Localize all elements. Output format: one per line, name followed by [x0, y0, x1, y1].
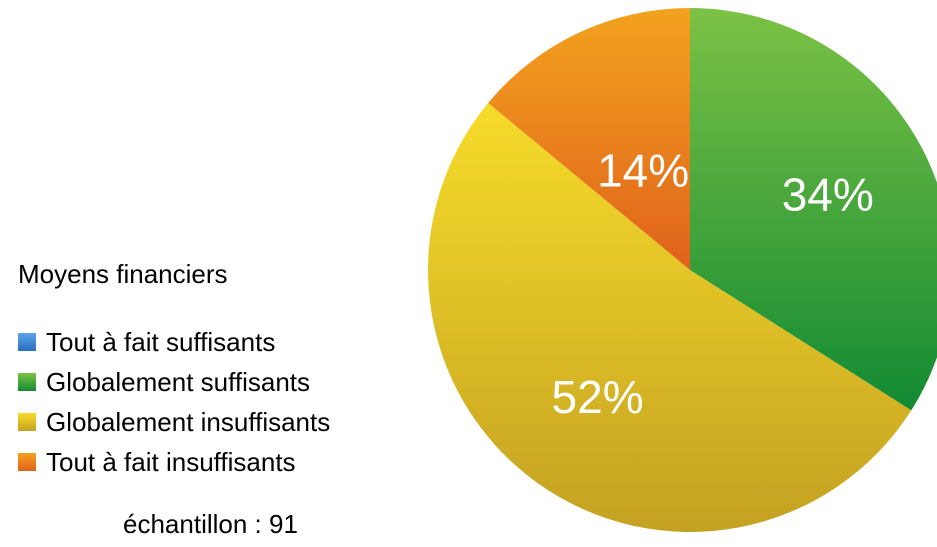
legend-swatch-tout-a-fait-suffisants: [18, 333, 36, 351]
legend-item-globalement-suffisants: Globalement suffisants: [18, 362, 330, 402]
legend-swatch-globalement-suffisants: [18, 373, 36, 391]
slice-label-globalement-insuffisants: 52%: [552, 371, 644, 423]
legend-swatch-tout-a-fait-insuffisants: [18, 453, 36, 471]
legend-item-globalement-insuffisants: Globalement insuffisants: [18, 402, 330, 442]
sample-size-note: échantillon : 91: [123, 509, 298, 539]
legend-item-tout-a-fait-insuffisants: Tout à fait insuffisants: [18, 442, 330, 482]
legend-swatch-globalement-insuffisants: [18, 413, 36, 431]
legend-label: Tout à fait suffisants: [46, 326, 276, 357]
slice-label-tout-a-fait-insuffisants: 14%: [597, 144, 689, 196]
pie-slices: [428, 8, 937, 532]
pie-slice-globalement-suffisants: [690, 8, 937, 411]
slice-label-globalement-suffisants: 34%: [782, 168, 874, 220]
legend-item-tout-a-fait-suffisants: Tout à fait suffisants: [18, 322, 330, 362]
pie-slice-globalement-insuffisants: [428, 102, 912, 532]
legend-label: Tout à fait insuffisants: [46, 446, 296, 477]
pie-slice-labels: 34% 52% 14%: [552, 144, 874, 423]
legend-label: Globalement insuffisants: [46, 406, 331, 437]
pie-slice-tout-a-fait-insuffisants: [488, 8, 690, 270]
legend-title: Moyens financiers: [18, 259, 228, 289]
legend: Tout à fait suffisants Globalement suffis…: [18, 322, 330, 482]
legend-label: Globalement suffisants: [46, 366, 310, 397]
